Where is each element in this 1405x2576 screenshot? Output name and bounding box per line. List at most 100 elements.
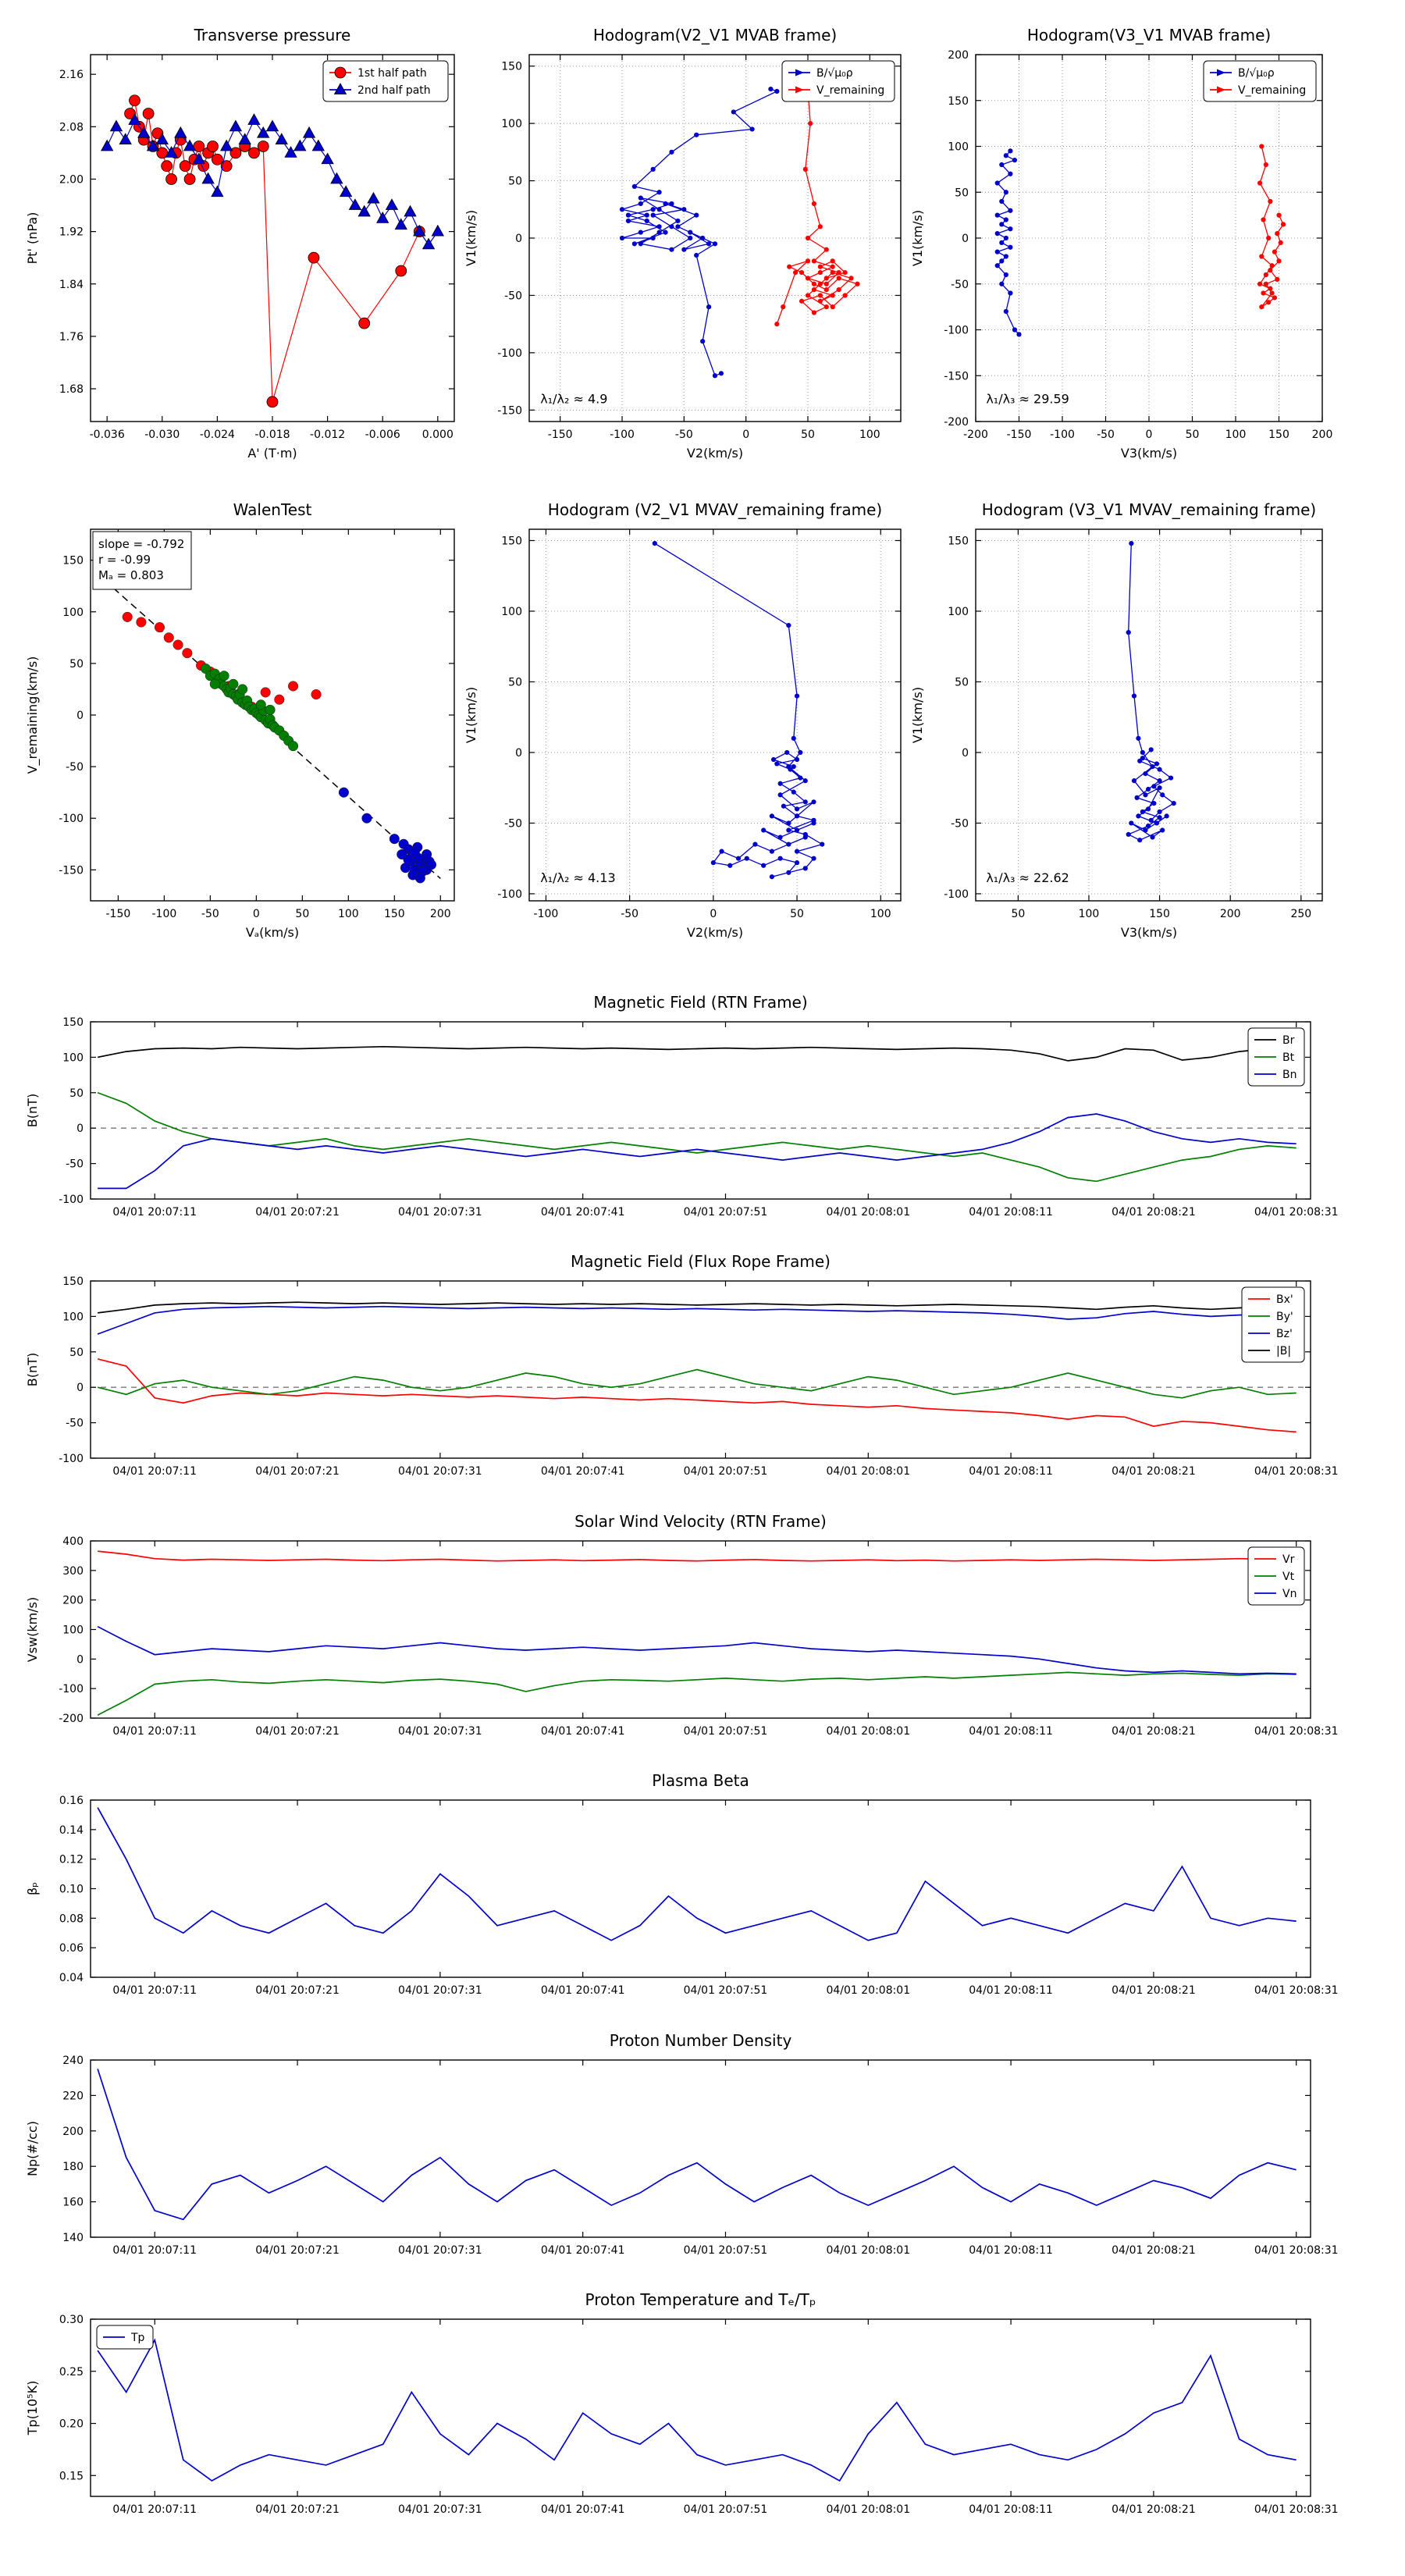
svg-text:r = -0.99: r = -0.99 <box>98 553 151 567</box>
svg-text:1.76: 1.76 <box>59 331 84 343</box>
svg-text:04/01 20:07:21: 04/01 20:07:21 <box>255 1465 340 1478</box>
svg-text:-150: -150 <box>106 908 131 920</box>
svg-text:V2(km/s): V2(km/s) <box>687 925 743 940</box>
svg-text:Vt: Vt <box>1282 1571 1295 1583</box>
svg-text:Vn: Vn <box>1282 1588 1297 1600</box>
svg-text:04/01 20:07:31: 04/01 20:07:31 <box>398 1725 482 1738</box>
svg-text:04/01 20:08:01: 04/01 20:08:01 <box>826 2503 910 2516</box>
svg-text:2nd half path: 2nd half path <box>357 84 431 97</box>
svg-text:0: 0 <box>76 1653 84 1666</box>
svg-text:0.08: 0.08 <box>59 1912 84 1925</box>
svg-text:0.000: 0.000 <box>422 429 454 441</box>
svg-text:04/01 20:08:21: 04/01 20:08:21 <box>1112 1465 1196 1478</box>
svg-text:βₚ: βₚ <box>25 1882 40 1895</box>
chart-magnetic-field-rtn: 04/01 20:07:11 04/01 20:07:21 04/01 20:07:… <box>25 993 1339 1219</box>
svg-text:04/01 20:07:51: 04/01 20:07:51 <box>684 2244 768 2257</box>
svg-text:-50: -50 <box>675 429 693 441</box>
svg-text:150: 150 <box>948 535 969 547</box>
svg-text:V1(km/s): V1(km/s) <box>464 210 478 266</box>
svg-text:0.15: 0.15 <box>59 2470 84 2482</box>
svg-text:V_remaining(km/s): V_remaining(km/s) <box>25 656 41 774</box>
svg-text:-100: -100 <box>610 429 635 441</box>
svg-text:-0.006: -0.006 <box>365 429 400 441</box>
svg-text:-0.012: -0.012 <box>310 429 345 441</box>
chart-transverse-pressure: -0.036 -0.030 -0.024 -0.018 -0.012 -0.006 0.00… <box>25 26 455 461</box>
svg-text:-50: -50 <box>621 908 638 920</box>
svg-text:0: 0 <box>76 710 84 722</box>
svg-text:100: 100 <box>62 1624 84 1637</box>
svg-text:04/01 20:08:11: 04/01 20:08:11 <box>969 1465 1053 1478</box>
svg-text:04/01 20:08:31: 04/01 20:08:31 <box>1254 2244 1339 2257</box>
svg-text:100: 100 <box>62 1311 84 1323</box>
svg-text:-150: -150 <box>497 404 522 417</box>
svg-text:04/01 20:07:31: 04/01 20:07:31 <box>398 1465 482 1478</box>
svg-text:V1(km/s): V1(km/s) <box>464 687 478 743</box>
svg-text:B/√μ₀ρ: B/√μ₀ρ <box>816 67 853 80</box>
svg-text:B(nT): B(nT) <box>25 1353 40 1386</box>
svg-text:100: 100 <box>1079 908 1100 920</box>
svg-text:240: 240 <box>62 2055 84 2067</box>
svg-text:04/01 20:07:41: 04/01 20:07:41 <box>541 2503 625 2516</box>
svg-text:1.68: 1.68 <box>59 383 84 396</box>
svg-text:04/01 20:08:21: 04/01 20:08:21 <box>1112 1206 1196 1219</box>
svg-text:Tp(10⁵K): Tp(10⁵K) <box>25 2381 40 2436</box>
svg-text:0.30: 0.30 <box>59 2314 84 2326</box>
svg-text:-150: -150 <box>548 429 573 441</box>
svg-text:04/01 20:07:21: 04/01 20:07:21 <box>255 1984 340 1997</box>
svg-text:2.00: 2.00 <box>59 173 84 186</box>
svg-text:0: 0 <box>515 233 522 245</box>
svg-text:V3(km/s): V3(km/s) <box>1121 446 1177 461</box>
svg-text:0: 0 <box>742 429 749 441</box>
svg-text:04/01 20:07:41: 04/01 20:07:41 <box>541 1206 625 1219</box>
svg-text:0.04: 0.04 <box>59 1972 84 1984</box>
svg-text:04/01 20:07:41: 04/01 20:07:41 <box>541 1725 625 1738</box>
svg-text:200: 200 <box>948 49 969 62</box>
svg-text:50: 50 <box>69 658 84 671</box>
svg-text:04/01 20:08:01: 04/01 20:08:01 <box>826 1206 910 1219</box>
svg-text:By': By' <box>1276 1311 1293 1323</box>
svg-text:V1(km/s): V1(km/s) <box>910 687 925 743</box>
svg-text:Plasma Beta: Plasma Beta <box>652 1771 749 1790</box>
chart-hodogram-v3v1-mvav: 50 100 150 200 250 -100 -50 0 50 100 150 Hodogram (… <box>910 500 1323 940</box>
svg-text:0: 0 <box>1146 429 1153 441</box>
svg-text:150: 150 <box>1268 429 1289 441</box>
svg-text:-0.030: -0.030 <box>144 429 180 441</box>
svg-text:180: 180 <box>62 2161 84 2173</box>
svg-text:B(nT): B(nT) <box>25 1094 40 1127</box>
svg-text:-200: -200 <box>944 416 969 429</box>
svg-text:04/01 20:08:21: 04/01 20:08:21 <box>1112 1984 1196 1997</box>
svg-text:50: 50 <box>508 676 522 688</box>
svg-text:Transverse pressure: Transverse pressure <box>194 26 351 44</box>
svg-text:160: 160 <box>62 2197 84 2209</box>
svg-text:04/01 20:07:51: 04/01 20:07:51 <box>684 1206 768 1219</box>
chart-proton-temperature: 04/01 20:07:11 04/01 20:07:21 04/01 20:07:… <box>25 2290 1339 2516</box>
svg-text:-100: -100 <box>59 1683 84 1695</box>
svg-text:Bx': Bx' <box>1276 1293 1293 1306</box>
svg-text:04/01 20:08:31: 04/01 20:08:31 <box>1254 1206 1339 1219</box>
svg-text:-100: -100 <box>534 908 559 920</box>
svg-text:Magnetic Field (Flux Rope Fram: Magnetic Field (Flux Rope Frame) <box>571 1252 831 1271</box>
svg-text:-50: -50 <box>951 817 969 830</box>
svg-text:WalenTest: WalenTest <box>233 500 312 519</box>
svg-text:2.08: 2.08 <box>59 121 84 133</box>
svg-text:V3(km/s): V3(km/s) <box>1121 925 1177 940</box>
svg-text:1.92: 1.92 <box>59 226 84 239</box>
svg-text:λ₁/λ₃ ≈ 22.62: λ₁/λ₃ ≈ 22.62 <box>986 870 1069 885</box>
svg-text:Vsw(km/s): Vsw(km/s) <box>25 1597 40 1662</box>
svg-text:-200: -200 <box>59 1713 84 1725</box>
svg-text:140: 140 <box>62 2232 84 2244</box>
svg-text:100: 100 <box>62 607 84 619</box>
svg-text:Hodogram (V3_V1 MVAV_remaining: Hodogram (V3_V1 MVAV_remaining frame) <box>982 500 1316 519</box>
chart-proton-number-density: 04/01 20:07:11 04/01 20:07:21 04/01 20:07:… <box>25 2031 1339 2257</box>
svg-text:04/01 20:07:31: 04/01 20:07:31 <box>398 1984 482 1997</box>
svg-text:50: 50 <box>295 908 309 920</box>
svg-text:04/01 20:07:11: 04/01 20:07:11 <box>112 1465 197 1478</box>
svg-text:04/01 20:08:31: 04/01 20:08:31 <box>1254 1725 1339 1738</box>
svg-text:Proton Number Density: Proton Number Density <box>610 2031 792 2050</box>
svg-text:Hodogram(V3_V1 MVAB frame): Hodogram(V3_V1 MVAB frame) <box>1027 26 1271 44</box>
svg-text:0.14: 0.14 <box>59 1824 84 1837</box>
svg-text:04/01 20:07:21: 04/01 20:07:21 <box>255 1206 340 1219</box>
svg-text:04/01 20:08:31: 04/01 20:08:31 <box>1254 1465 1339 1478</box>
svg-text:150: 150 <box>62 1016 84 1029</box>
svg-text:0: 0 <box>962 233 969 245</box>
